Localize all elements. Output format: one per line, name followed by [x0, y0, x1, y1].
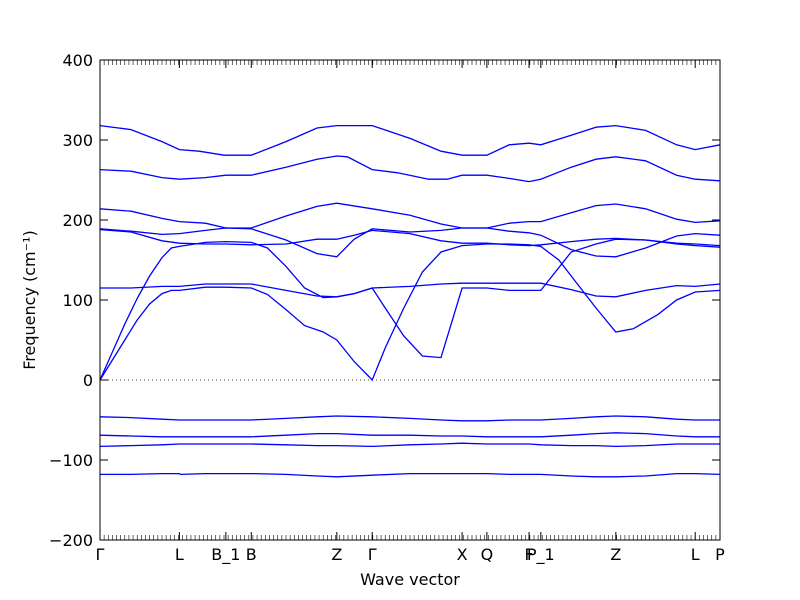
x-tick-label: Q — [481, 545, 494, 564]
x-tick-label: Z — [610, 545, 621, 564]
band-line-11 — [99, 442, 720, 448]
band-line-3 — [99, 202, 721, 229]
x-tick-label: P_1 — [527, 545, 555, 565]
x-tick-label: L — [175, 545, 184, 564]
x-axis-ticks: Γ L B_1 B Z Γ X Q FP_1 Z L P — [96, 60, 725, 565]
band-line-10 — [99, 432, 720, 438]
plot-background — [100, 60, 720, 540]
band-line-9 — [99, 415, 720, 422]
y-tick-label: 200 — [62, 211, 93, 230]
y-axis-ticks: −200 −100 0 100 200 300 400 — [49, 51, 720, 550]
x-tick-label: F — [524, 545, 533, 564]
y-tick-label: 300 — [62, 131, 93, 150]
x-tick-label: Z — [331, 545, 342, 564]
x-axis-label: Wave vector — [360, 570, 460, 589]
y-tick-label: 100 — [62, 291, 93, 310]
x-tick-label: Γ — [368, 545, 377, 564]
x-tick-label: Γ — [96, 545, 105, 564]
x-tick-label: P — [715, 545, 725, 564]
y-tick-label: −200 — [49, 531, 93, 550]
x-tick-label: L — [691, 545, 700, 564]
x-tick-label: B_1 — [211, 545, 240, 565]
y-tick-label: 400 — [62, 51, 93, 70]
y-tick-label: 0 — [83, 371, 93, 390]
y-axis-label: Frequency (cm⁻¹) — [20, 230, 39, 369]
minor-ticks — [99, 60, 721, 540]
band-line-8 — [100, 238, 721, 359]
band-line-12 — [100, 472, 721, 478]
band-line-5 — [99, 228, 721, 247]
band-line-1 — [99, 124, 721, 156]
x-tick-label: X — [457, 545, 468, 564]
band-line-4 — [99, 227, 721, 258]
band-line-7 — [99, 243, 721, 382]
series-layer — [99, 124, 721, 478]
y-tick-label: −100 — [49, 451, 93, 470]
band-line-2 — [99, 155, 721, 183]
x-tick-label: B — [246, 545, 257, 564]
